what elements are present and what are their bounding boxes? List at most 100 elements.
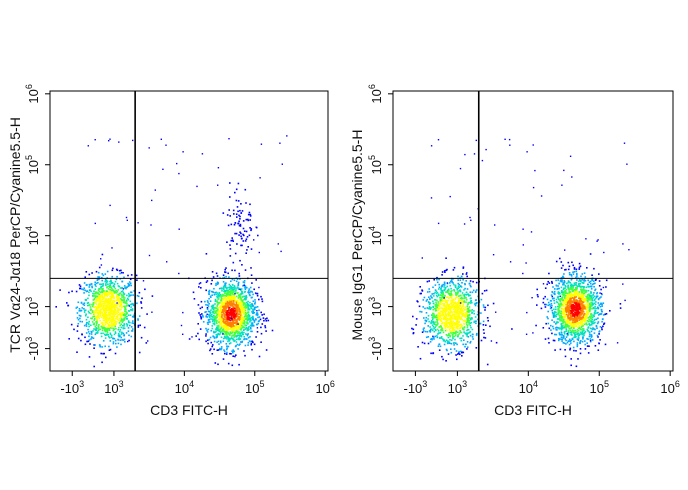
- event-dot: [116, 302, 118, 304]
- event-dot: [117, 296, 120, 298]
- event-dot: [587, 326, 590, 328]
- event-dot: [108, 349, 111, 351]
- event-dot: [227, 295, 229, 298]
- event-dot: [210, 341, 213, 344]
- event-dot: [113, 286, 116, 288]
- event-dot: [211, 318, 214, 320]
- event-dot: [123, 285, 126, 287]
- event-dot: [200, 287, 202, 289]
- event-dot: [460, 326, 463, 329]
- event-dot: [427, 342, 430, 345]
- event-dot: [252, 310, 254, 312]
- event-dot: [96, 292, 99, 295]
- event-dot: [239, 299, 242, 302]
- event-dot: [251, 340, 253, 343]
- event-dot: [592, 296, 595, 299]
- event-dot: [108, 306, 110, 308]
- event-dot: [129, 314, 132, 316]
- event-dot: [209, 321, 211, 323]
- event-dot: [242, 240, 245, 242]
- event-dot: [234, 297, 236, 299]
- event-dot: [469, 324, 472, 327]
- event-dot: [431, 337, 433, 340]
- event-dot: [583, 318, 585, 320]
- event-dot: [433, 292, 435, 295]
- event-dot: [246, 249, 248, 251]
- event-dot: [226, 301, 229, 304]
- event-dot: [420, 292, 422, 295]
- event-dot: [238, 337, 240, 339]
- event-dot: [122, 294, 124, 297]
- event-dot: [421, 331, 424, 333]
- event-dot: [457, 285, 460, 288]
- event-dot: [445, 321, 448, 324]
- event-dot: [438, 278, 440, 281]
- event-dot: [215, 334, 218, 336]
- event-dot: [575, 288, 578, 290]
- event-dot: [95, 332, 97, 334]
- event-dot: [232, 321, 234, 323]
- event-dot: [229, 333, 231, 335]
- event-dot: [458, 314, 460, 316]
- event-dot: [105, 297, 107, 300]
- event-dot: [238, 234, 240, 236]
- event-dot: [469, 330, 472, 333]
- event-dot: [123, 293, 126, 295]
- event-dot: [447, 334, 450, 336]
- event-dot: [100, 258, 102, 260]
- event-dot: [438, 283, 440, 286]
- event-dot: [438, 313, 441, 315]
- event-dot: [437, 301, 439, 303]
- event-dot: [128, 339, 130, 342]
- event-dot: [116, 294, 118, 297]
- event-dot: [97, 314, 99, 316]
- x-tick-label: 104: [175, 379, 194, 396]
- event-dot: [210, 309, 212, 311]
- event-dot: [113, 327, 115, 330]
- event-dot: [197, 323, 199, 325]
- event-dot: [586, 320, 589, 322]
- event-dot: [230, 316, 232, 319]
- event-dot: [554, 306, 557, 308]
- event-dot: [229, 323, 232, 326]
- event-dot: [220, 336, 223, 339]
- event-dot: [551, 304, 553, 307]
- event-dot: [439, 307, 441, 309]
- event-dot: [235, 338, 238, 341]
- event-dot: [98, 290, 101, 293]
- event-dot: [218, 287, 221, 290]
- event-dot: [249, 336, 251, 338]
- event-dot: [428, 306, 431, 308]
- event-dot: [217, 167, 220, 169]
- event-dot: [100, 308, 103, 311]
- event-dot: [178, 272, 180, 275]
- event-dot: [227, 331, 229, 334]
- event-dot: [443, 270, 446, 272]
- event-dot: [232, 240, 234, 242]
- event-dot: [444, 310, 446, 313]
- event-dot: [557, 285, 559, 287]
- event-dot: [97, 325, 100, 328]
- event-dot: [482, 329, 485, 331]
- event-dot: [237, 313, 239, 315]
- event-dot: [463, 329, 465, 331]
- event-dot: [569, 295, 572, 297]
- event-dot: [219, 347, 221, 350]
- event-dot: [456, 287, 458, 290]
- event-dot: [231, 297, 234, 300]
- event-dot: [231, 292, 234, 295]
- event-dot: [225, 289, 228, 291]
- event-dot: [106, 332, 109, 334]
- event-dot: [85, 298, 87, 301]
- event-dot: [96, 279, 99, 281]
- event-dot: [112, 294, 115, 297]
- event-dot: [109, 309, 112, 312]
- event-dot: [434, 289, 437, 291]
- event-dot: [247, 311, 250, 313]
- event-dot: [220, 326, 223, 328]
- event-dot: [111, 293, 113, 295]
- event-dot: [563, 310, 565, 313]
- event-dot: [121, 318, 123, 321]
- event-dot: [235, 288, 237, 290]
- event-dot: [215, 336, 218, 339]
